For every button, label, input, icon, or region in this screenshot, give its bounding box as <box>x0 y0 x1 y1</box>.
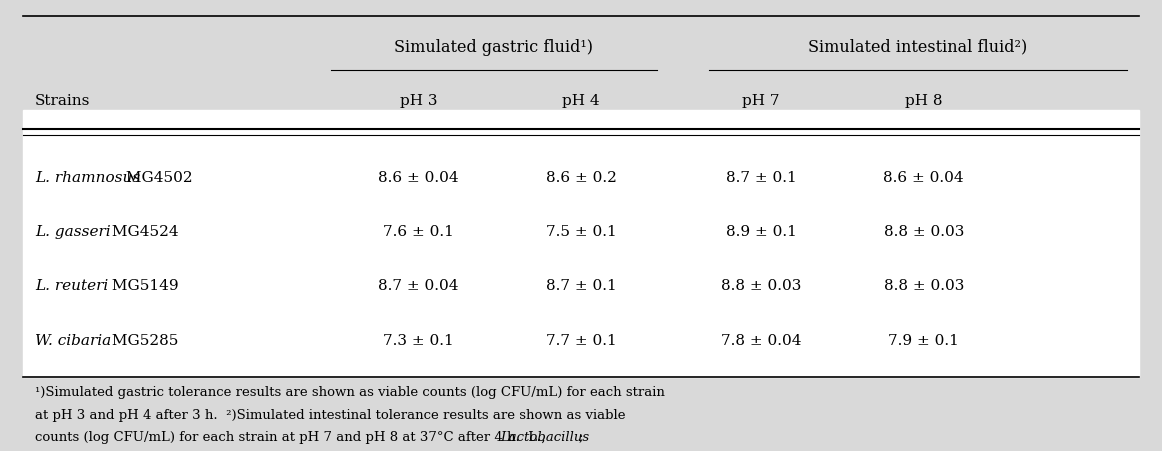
Text: 8.7 ± 0.04: 8.7 ± 0.04 <box>378 279 459 294</box>
Text: 7.8 ± 0.04: 7.8 ± 0.04 <box>720 333 802 348</box>
Bar <box>23 16 1139 110</box>
Text: 7.9 ± 0.1: 7.9 ± 0.1 <box>889 333 959 348</box>
Text: 7.3 ± 0.1: 7.3 ± 0.1 <box>383 333 453 348</box>
Text: 8.7 ± 0.1: 8.7 ± 0.1 <box>726 171 796 185</box>
Text: pH 7: pH 7 <box>743 94 780 109</box>
Text: at pH 3 and pH 4 after 3 h.  ²)Simulated intestinal tolerance results are shown : at pH 3 and pH 4 after 3 h. ²)Simulated … <box>35 410 625 422</box>
Text: L. rhamnosus: L. rhamnosus <box>35 171 141 185</box>
Text: pH 8: pH 8 <box>905 94 942 109</box>
Text: 8.8 ± 0.03: 8.8 ± 0.03 <box>883 279 964 294</box>
Text: pH 3: pH 3 <box>400 94 437 109</box>
Text: L. reuteri: L. reuteri <box>35 279 108 294</box>
Text: 7.7 ± 0.1: 7.7 ± 0.1 <box>546 333 616 348</box>
Text: Simulated gastric fluid¹): Simulated gastric fluid¹) <box>394 39 594 56</box>
Bar <box>23 110 1139 377</box>
Text: 8.8 ± 0.03: 8.8 ± 0.03 <box>720 279 802 294</box>
Text: 8.6 ± 0.04: 8.6 ± 0.04 <box>378 171 459 185</box>
Text: 8.6 ± 0.2: 8.6 ± 0.2 <box>546 171 616 185</box>
Text: 8.7 ± 0.1: 8.7 ± 0.1 <box>546 279 616 294</box>
Text: Strains: Strains <box>35 94 91 109</box>
Text: Lactobacillus: Lactobacillus <box>500 431 589 444</box>
Text: MG4524: MG4524 <box>107 225 179 239</box>
Text: W. cibaria: W. cibaria <box>35 333 112 348</box>
Text: MG5285: MG5285 <box>107 333 178 348</box>
Text: counts (log CFU/mL) for each strain at pH 7 and pH 8 at 37°C after 4 h.  L.,: counts (log CFU/mL) for each strain at p… <box>35 431 550 444</box>
Text: 8.6 ± 0.04: 8.6 ± 0.04 <box>883 171 964 185</box>
Text: 8.8 ± 0.03: 8.8 ± 0.03 <box>883 225 964 239</box>
Text: pH 4: pH 4 <box>562 94 600 109</box>
Text: MG5149: MG5149 <box>107 279 179 294</box>
Text: MG4502: MG4502 <box>121 171 193 185</box>
Text: 8.9 ± 0.1: 8.9 ± 0.1 <box>726 225 796 239</box>
Text: 7.5 ± 0.1: 7.5 ± 0.1 <box>546 225 616 239</box>
Text: 7.6 ± 0.1: 7.6 ± 0.1 <box>383 225 453 239</box>
Text: ¹)Simulated gastric tolerance results are shown as viable counts (log CFU/mL) fo: ¹)Simulated gastric tolerance results ar… <box>35 386 665 399</box>
Text: ;: ; <box>579 431 583 444</box>
Text: L. gasseri: L. gasseri <box>35 225 110 239</box>
Text: Simulated intestinal fluid²): Simulated intestinal fluid²) <box>809 39 1027 56</box>
